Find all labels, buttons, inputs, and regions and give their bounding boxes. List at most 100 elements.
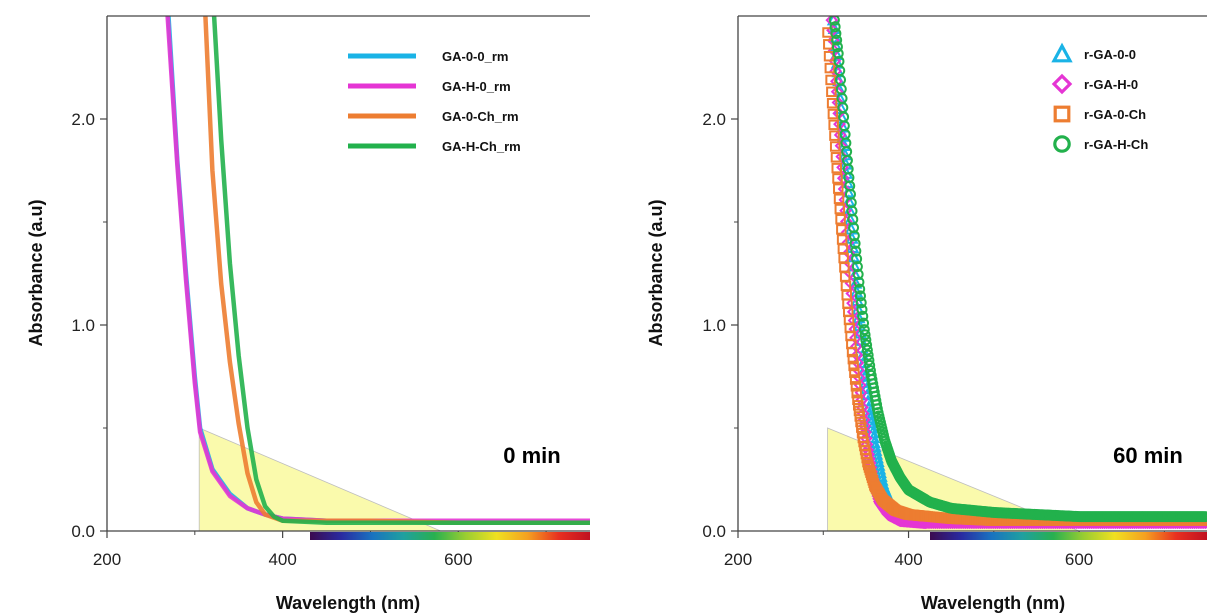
data-point — [850, 381, 862, 392]
data-point — [836, 224, 847, 235]
spectrum-bar-right — [930, 532, 1207, 540]
x-axis-title-left: Wavelength (nm) — [276, 593, 420, 613]
data-point — [825, 74, 836, 86]
plot-area-right — [738, 16, 1207, 531]
data-point — [851, 387, 862, 399]
data-point — [852, 400, 864, 411]
y-axis-title-left: Absorbance (a.u) — [26, 199, 46, 346]
visible-spectrum-bar — [310, 532, 590, 540]
data-point — [858, 317, 870, 329]
data-point — [833, 193, 845, 205]
data-point — [864, 415, 878, 429]
axes-left — [106, 15, 590, 532]
data-point — [824, 62, 836, 74]
x-axis-title-right: Wavelength (nm) — [921, 593, 1065, 613]
data-point — [852, 394, 863, 406]
data-point — [850, 245, 862, 257]
data-point — [831, 41, 843, 53]
data-point — [828, 16, 840, 26]
data-point — [829, 21, 841, 33]
ticks-right: 0.0 1.0 2.0 200 400 600 — [702, 110, 1165, 569]
data-point — [855, 297, 867, 309]
chart-panel-left: 0.0 1.0 2.0 200 400 600 Wavelength (nm) Absor… — [26, 15, 590, 613]
x-tick-label: 200 — [93, 550, 121, 569]
data-point — [826, 97, 838, 109]
x-tick-label: 600 — [444, 550, 472, 569]
data-point — [829, 141, 841, 152]
legend-label: r-GA-0-Ch — [1084, 107, 1146, 122]
series-points-r-GA-H-Ch — [828, 16, 1207, 523]
data-point — [833, 117, 846, 131]
time-annotation-right: 60 min — [1113, 443, 1183, 468]
legend-label: r-GA-H-0 — [1084, 77, 1138, 92]
legend-marker — [1053, 105, 1071, 123]
spectrum-bar-left — [310, 532, 590, 540]
data-point — [836, 171, 850, 185]
data-point — [849, 374, 861, 385]
data-point — [849, 237, 861, 249]
data-point — [848, 360, 859, 372]
axes-right — [737, 15, 1207, 532]
data-point — [859, 329, 871, 341]
chart-panel-right: 0.0 1.0 2.0 200 400 600 Wavelength (nm) Absor… — [646, 15, 1207, 613]
data-point — [831, 34, 843, 46]
legend-label: GA-0-Ch_rm — [442, 109, 519, 124]
data-point — [851, 261, 863, 273]
data-point — [846, 346, 858, 358]
data-point — [848, 230, 860, 242]
data-point — [823, 50, 835, 62]
legend-label: GA-H-0_rm — [442, 79, 511, 94]
data-point — [862, 349, 874, 361]
data-point — [861, 339, 873, 351]
data-point — [849, 367, 860, 378]
data-point — [827, 108, 839, 120]
series-line-GA-H-Ch_rm — [211, 16, 590, 526]
data-point — [834, 139, 848, 153]
legend-marker — [1053, 135, 1071, 153]
data-point — [860, 334, 872, 346]
y-axis-title-right: Absorbance (a.u) — [646, 199, 666, 346]
series-layer-left — [165, 16, 590, 526]
data-point — [853, 405, 865, 417]
data-point — [830, 152, 842, 163]
legend-left: GA-0-0_rm GA-H-0_rm GA-0-Ch_rm GA-H-Ch_rm — [348, 49, 521, 154]
time-annotation-left: 0 min — [503, 443, 560, 468]
data-point — [864, 359, 876, 371]
data-point — [1199, 511, 1207, 523]
data-point — [861, 344, 873, 356]
data-point — [832, 47, 844, 59]
data-point — [856, 422, 867, 433]
data-point — [847, 353, 859, 365]
data-point — [835, 150, 849, 164]
data-point — [826, 86, 837, 98]
y-tick-label: 0.0 — [71, 522, 95, 541]
data-point — [854, 283, 866, 295]
data-point — [852, 268, 864, 280]
y-tick-label: 2.0 — [71, 110, 95, 129]
legend-label: GA-0-0_rm — [442, 49, 508, 64]
legend-label: r-GA-0-0 — [1084, 47, 1136, 62]
data-point — [833, 183, 844, 194]
data-point — [854, 411, 866, 422]
legend-right: r-GA-0-0 r-GA-H-0 r-GA-0-Ch r-GA-H-Ch — [1051, 42, 1148, 153]
y-tick-label: 2.0 — [702, 110, 726, 129]
data-point — [830, 27, 842, 39]
x-tick-label: 400 — [268, 550, 296, 569]
data-point — [856, 303, 868, 315]
data-point — [833, 128, 847, 142]
data-point — [855, 416, 866, 428]
data-point — [851, 253, 863, 265]
y-tick-label: 1.0 — [71, 316, 95, 335]
data-point — [863, 354, 875, 366]
legend-marker — [1051, 42, 1073, 63]
data-point — [829, 130, 840, 141]
legend-marker — [1051, 73, 1073, 95]
data-point — [854, 290, 866, 302]
data-point — [831, 162, 842, 174]
data-point — [858, 324, 870, 336]
x-tick-label: 400 — [894, 550, 922, 569]
data-point — [853, 276, 865, 288]
data-point — [835, 213, 846, 225]
data-point — [828, 119, 839, 131]
